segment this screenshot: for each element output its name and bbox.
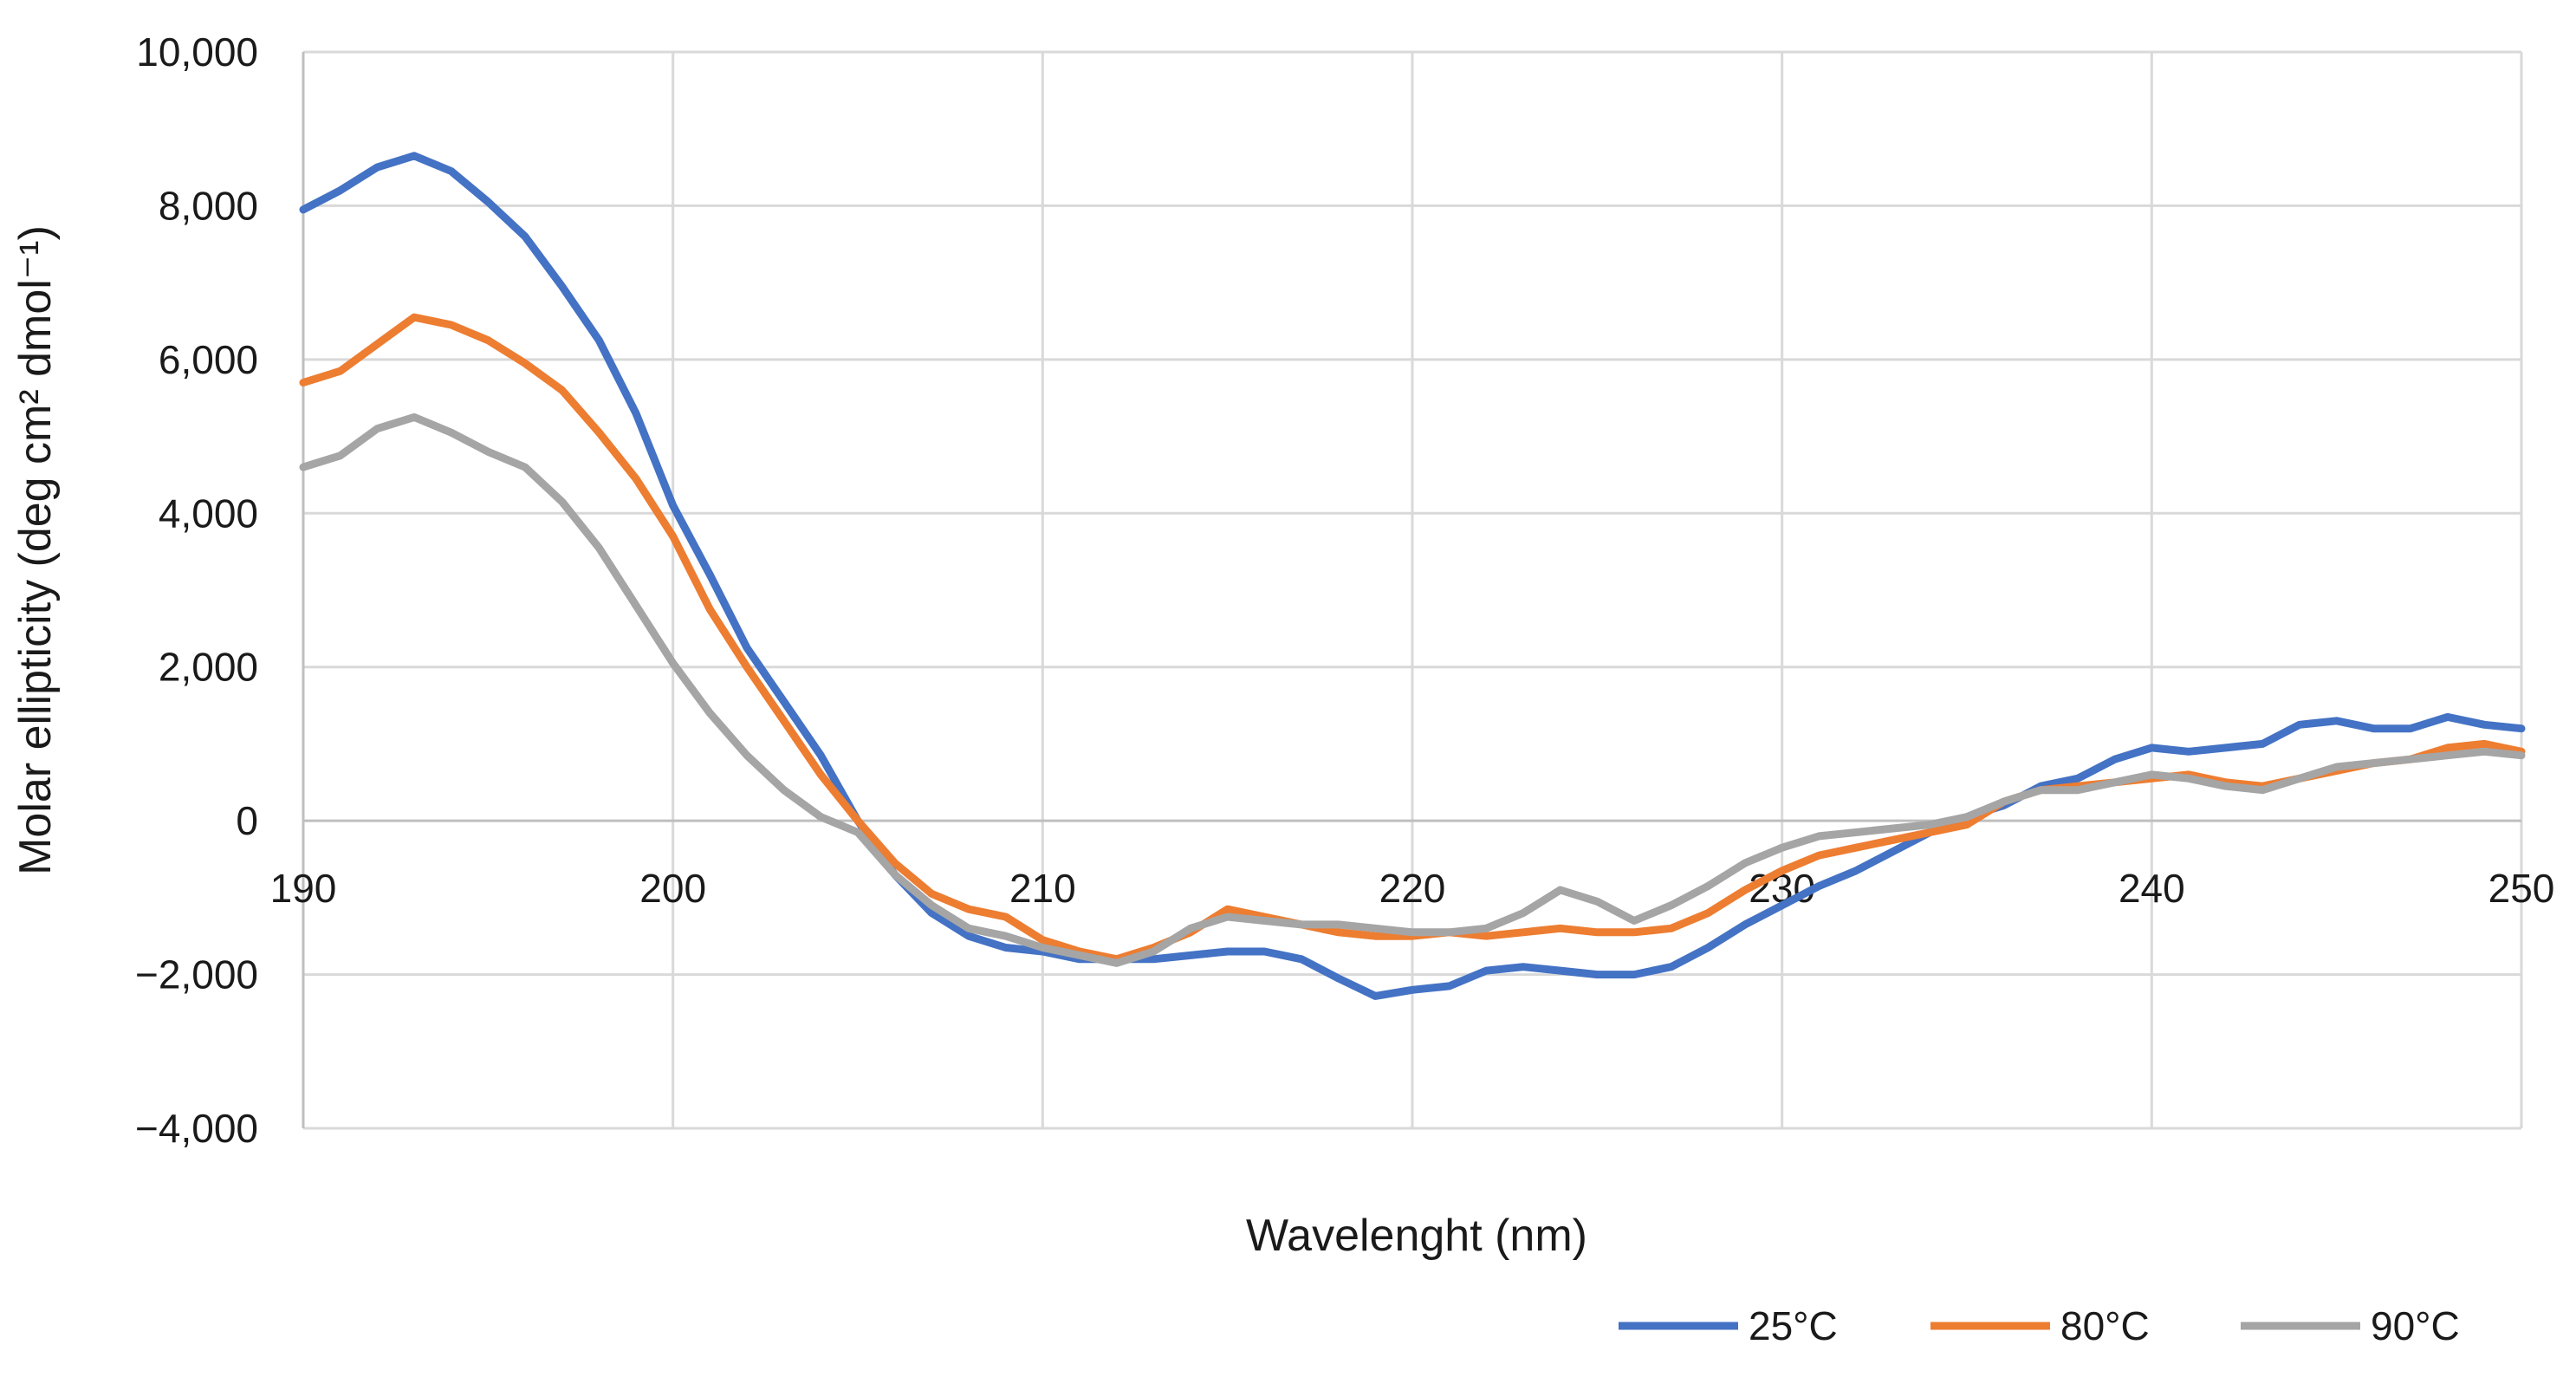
x-tick-label: 200 <box>639 866 706 911</box>
y-tick-label: 2,000 <box>159 645 258 690</box>
x-axis-title: Wavelenght (nm) <box>1246 1211 1587 1261</box>
y-tick-label: −4,000 <box>135 1106 258 1151</box>
y-tick-label: 0 <box>236 798 258 843</box>
y-tick-label: 6,000 <box>159 337 258 382</box>
series-line-2 <box>299 412 2526 967</box>
legend-label-2: 90°C <box>2371 1303 2460 1348</box>
x-tick-label: 210 <box>1009 866 1076 911</box>
y-tick-label: 4,000 <box>159 490 258 536</box>
y-tick-labels: −4,000 −2,000 0 2,000 4,000 6,000 8,000 10,000 <box>135 29 258 1151</box>
y-tick-label: −2,000 <box>135 952 258 997</box>
series-line-0 <box>299 152 2526 1000</box>
x-tick-label: 240 <box>2119 866 2185 911</box>
legend-label-1: 80°C <box>2060 1303 2150 1348</box>
y-tick-label: 10,000 <box>136 29 258 75</box>
data-series <box>299 152 2526 1000</box>
axes <box>302 52 2521 1128</box>
x-tick-label: 190 <box>270 866 337 911</box>
legend: 25°C 80°C 90°C <box>1619 1303 2460 1348</box>
x-tick-labels: 190 200 210 220 230 240 250 <box>270 866 2555 911</box>
y-axis-title: Molar ellipticity (deg cm² dmol⁻¹) <box>10 225 61 875</box>
y-tick-label: 8,000 <box>159 183 258 228</box>
legend-label-0: 25°C <box>1749 1303 1838 1348</box>
x-tick-label: 250 <box>2488 866 2555 911</box>
x-tick-label: 220 <box>1379 866 1446 911</box>
